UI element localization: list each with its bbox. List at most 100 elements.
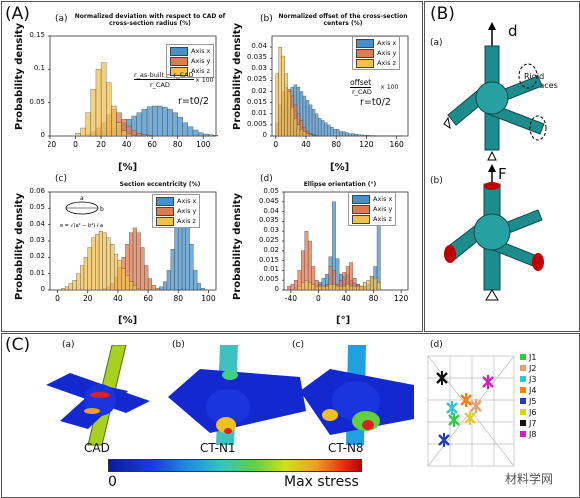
joint-swatch [520,365,526,371]
y-tick-label: 0.015 [246,97,267,106]
hist-bar-x [363,134,367,137]
hist-bar-y [287,285,292,291]
y-tick-label: 0 [262,131,267,139]
y-tick-label: 0.02 [29,252,45,261]
legend-swatch [352,194,370,204]
hist-bar-x [163,281,168,291]
hist-bar-y [141,134,148,137]
hist-bar-z [338,285,343,291]
hist-bar-x [167,109,173,137]
x-tick-label: 60 [147,140,157,148]
hist-bar-z [95,69,102,137]
cad-stress-model [46,345,150,446]
hist-bar-y [129,232,134,291]
hist-bar-z [297,285,302,291]
C-sublabel-d: (d) [430,340,443,350]
joint-label: J7 [529,419,537,428]
panel-label-B: (B) [430,4,455,24]
hist-bar-x [342,131,346,137]
hist-bar-y [136,133,143,137]
hist-bar-y [349,262,354,291]
x-tick-label: 80 [369,294,379,302]
legend-label: Axis x [377,39,397,47]
C-sublabel-c: (c) [292,340,304,350]
y-tick-label: 0.045 [258,196,279,205]
joint-label: J5 [529,397,537,406]
legend-entry: Axis z [156,216,196,226]
hist-bar-z [100,62,107,137]
x-tick-label: -40 [285,294,297,302]
hist-bar-x [323,122,328,137]
y-tick-label: 0.035 [246,53,267,62]
joint-label: J1 [529,353,537,362]
y-tick-label: 0 [40,131,45,139]
legend-entry: Axis x [156,196,196,206]
hist-bar-x [193,270,198,291]
hist-bar-z [373,278,378,291]
ellipse-inset: a b e = √(a² − b²) / a [60,195,104,229]
hist-bar-z [293,118,298,137]
x-tick-label: 120 [359,140,374,148]
legend-swatch [170,56,188,66]
hist-bar-x [157,105,163,137]
formula-numerator-a: r_as-built − r_CAD [134,71,194,80]
hist-bar-z [359,285,364,291]
hist-bar-z [311,283,316,291]
y-tick-label: 0.025 [258,236,279,244]
x-tick-label: 100 [196,140,211,148]
joint-marker-j5 [438,433,450,447]
hist-bar-z [111,105,117,137]
chart-legend: Axis x Axis y Axis z [348,192,397,226]
legend-entry: Axis y [352,204,392,214]
ctn8-caption: CT-N8 [328,441,364,455]
hist-bar-z [80,127,86,137]
hist-bar-z [121,130,127,137]
legend-swatch [352,214,370,224]
hist-bar-x [345,132,349,137]
hist-bar-x [197,132,204,137]
legend-entry: Axis z [356,58,396,68]
hist-bar-z [318,285,323,291]
legend-entry: Axis x [352,194,392,204]
legend-label: Axis x [177,197,197,205]
legend-swatch [170,46,188,56]
x-tick-label: 120 [394,294,409,302]
y-tick-label: 0.01 [251,108,267,117]
ctn1-caption: CT-N1 [200,441,236,455]
hist-bar-z [136,288,141,291]
hist-bar-z [290,106,295,137]
d-label: d [508,22,518,40]
x-tick-label: 80 [331,140,341,148]
hist-bar-x [311,109,316,137]
y-tick-label: 0.02 [263,245,279,254]
chart-a-title: Normalized deviation with respect to CAD… [74,13,226,27]
joint-legend-entry: J1 [520,352,536,363]
legend-swatch [356,48,374,58]
legend-label: Axis z [373,215,392,223]
y-tick-label: 0.04 [263,206,279,215]
hist-bar-x [177,117,183,137]
joint-marker-j2 [470,399,482,413]
y-tick-label: 0.005 [246,119,267,128]
sublabel-c: (c) [55,174,67,184]
B-sublabel-a: (a) [430,38,443,48]
x-tick-label: 100 [201,294,216,302]
hist-bar-z [342,285,347,291]
legend-swatch [352,204,370,214]
legend-swatch [170,66,188,76]
hist-bar-x [203,133,209,137]
inset-eccentricity-formula: e = √(a² − b²) / a [60,223,103,229]
hist-bar-z [87,247,92,291]
joint-label: J4 [529,386,537,395]
legend-entry: Axis z [170,66,210,76]
hist-bar-y [155,288,160,291]
hist-bar-z [308,134,313,137]
joint-legend-entry: J6 [520,407,536,418]
chart-legend: Axis x Axis y Axis z [152,194,201,228]
x-tick-label: 0 [55,294,60,302]
joint-marker-j6 [464,411,476,425]
hist-bar-z [110,244,115,291]
y-tick-label: 0 [40,285,45,293]
y-tick-label: 0.05 [29,97,45,106]
y-tick-label: 0.035 [258,216,279,225]
